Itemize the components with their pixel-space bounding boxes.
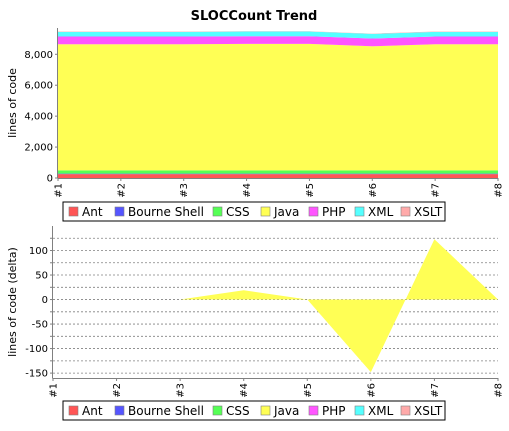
- series-area-java: [53, 239, 498, 372]
- legend-swatch: [69, 207, 78, 216]
- x-tick-label: #6: [368, 183, 379, 198]
- legend-label: XSLT: [414, 205, 443, 219]
- legend-label: Ant: [82, 404, 103, 418]
- legend-label: PHP: [322, 205, 346, 219]
- x-tick-label: #6: [366, 383, 377, 398]
- y-tick-label: 8,000: [24, 50, 53, 61]
- legend-swatch: [213, 406, 222, 415]
- legend-swatch: [355, 207, 364, 216]
- x-tick-label: #3: [176, 383, 187, 398]
- y-tick-label: 6,000: [24, 81, 53, 92]
- legend-label: Java: [273, 205, 299, 219]
- legend-swatch: [69, 406, 78, 415]
- x-tick-label: #1: [54, 183, 65, 198]
- y-tick-label: 50: [35, 271, 48, 282]
- legend-label: Ant: [82, 205, 103, 219]
- y-tick-label: 2,000: [24, 143, 53, 154]
- legend-swatch: [401, 207, 410, 216]
- legend-swatch: [115, 207, 124, 216]
- legend-swatch: [401, 406, 410, 415]
- y-axis-title: lines of code (delta): [6, 247, 19, 357]
- x-tick-label: #5: [305, 183, 316, 198]
- y-tick-label: 4,000: [24, 112, 53, 123]
- legend-label: Bourne Shell: [128, 404, 204, 418]
- x-tick-label: #8: [494, 383, 505, 398]
- y-tick-label: -150: [25, 369, 48, 380]
- x-tick-label: #4: [239, 383, 250, 398]
- legend-label: CSS: [226, 205, 250, 219]
- x-tick-label: #3: [179, 183, 190, 198]
- x-tick-label: #4: [242, 183, 253, 198]
- legend-label: XSLT: [414, 404, 443, 418]
- legend-swatch: [261, 406, 270, 415]
- legend-swatch: [213, 207, 222, 216]
- legend-label: Bourne Shell: [128, 205, 204, 219]
- y-tick-label: 0: [47, 174, 53, 185]
- legend-label: XML: [368, 205, 394, 219]
- y-tick-label: 100: [29, 246, 48, 257]
- legend-label: CSS: [226, 404, 250, 418]
- x-tick-label: #7: [430, 383, 441, 398]
- series-area-css: [58, 170, 498, 173]
- series-area-java: [58, 44, 498, 170]
- x-tick-label: #1: [49, 383, 60, 398]
- x-tick-label: #5: [303, 383, 314, 398]
- legend-swatch: [115, 406, 124, 415]
- y-tick-label: -100: [25, 344, 48, 355]
- delta-chart: -150 -100 -50 0 50 100 #1 #2 #3 #4 #5 #6 #7 #8 lines o…: [6, 226, 505, 420]
- legend-swatch: [309, 406, 318, 415]
- legend-label: XML: [368, 404, 394, 418]
- legend-swatch: [261, 207, 270, 216]
- legend-swatch: [355, 406, 364, 415]
- y-tick-label: 0: [42, 295, 48, 306]
- y-axis-title: lines of code: [6, 68, 19, 138]
- y-tick-label: -50: [32, 320, 48, 331]
- x-tick-label: #8: [494, 183, 505, 198]
- top-chart: 0 2,000 4,000 6,000 8,000 #1 #2 #3 #4 #5 #6 #7 #8 lin…: [6, 28, 505, 221]
- series-area-ant: [58, 174, 498, 178]
- x-tick-label: #2: [112, 383, 123, 398]
- x-tick-label: #7: [431, 183, 442, 198]
- legend-swatch: [309, 207, 318, 216]
- legend-label: PHP: [322, 404, 346, 418]
- chart-title: SLOCCount Trend: [191, 9, 318, 24]
- legend-label: Java: [273, 404, 299, 418]
- x-tick-label: #2: [116, 183, 127, 198]
